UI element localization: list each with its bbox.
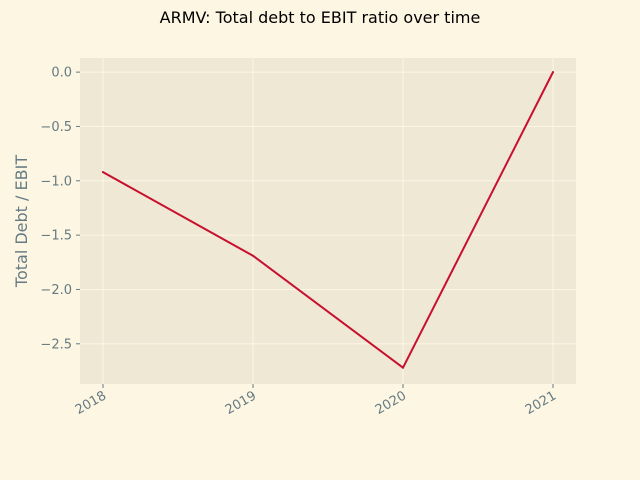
x-tick-label: 2018 bbox=[73, 388, 109, 418]
y-tick-label: −1.0 bbox=[40, 174, 72, 189]
data-point bbox=[102, 171, 104, 174]
grid-lines bbox=[80, 58, 576, 384]
y-tick-label: −2.0 bbox=[40, 283, 72, 298]
x-tick-label: 2021 bbox=[523, 388, 559, 418]
chart-title: ARMV: Total debt to EBIT ratio over time bbox=[159, 8, 481, 27]
x-tick-label: 2019 bbox=[223, 388, 259, 418]
y-tick-label: −0.5 bbox=[40, 120, 72, 135]
data-point bbox=[552, 71, 554, 74]
series-line bbox=[102, 71, 554, 369]
y-tick-label: 0.0 bbox=[51, 66, 72, 81]
data-point bbox=[402, 366, 404, 369]
series-layer bbox=[102, 71, 554, 369]
y-tick-label: −2.5 bbox=[40, 337, 72, 352]
plot-area bbox=[80, 58, 576, 384]
y-tick-label: −1.5 bbox=[40, 229, 72, 244]
data-point bbox=[252, 254, 254, 257]
x-tick-label: 2020 bbox=[373, 388, 409, 418]
y-axis-label: Total Debt / EBIT bbox=[12, 155, 31, 288]
